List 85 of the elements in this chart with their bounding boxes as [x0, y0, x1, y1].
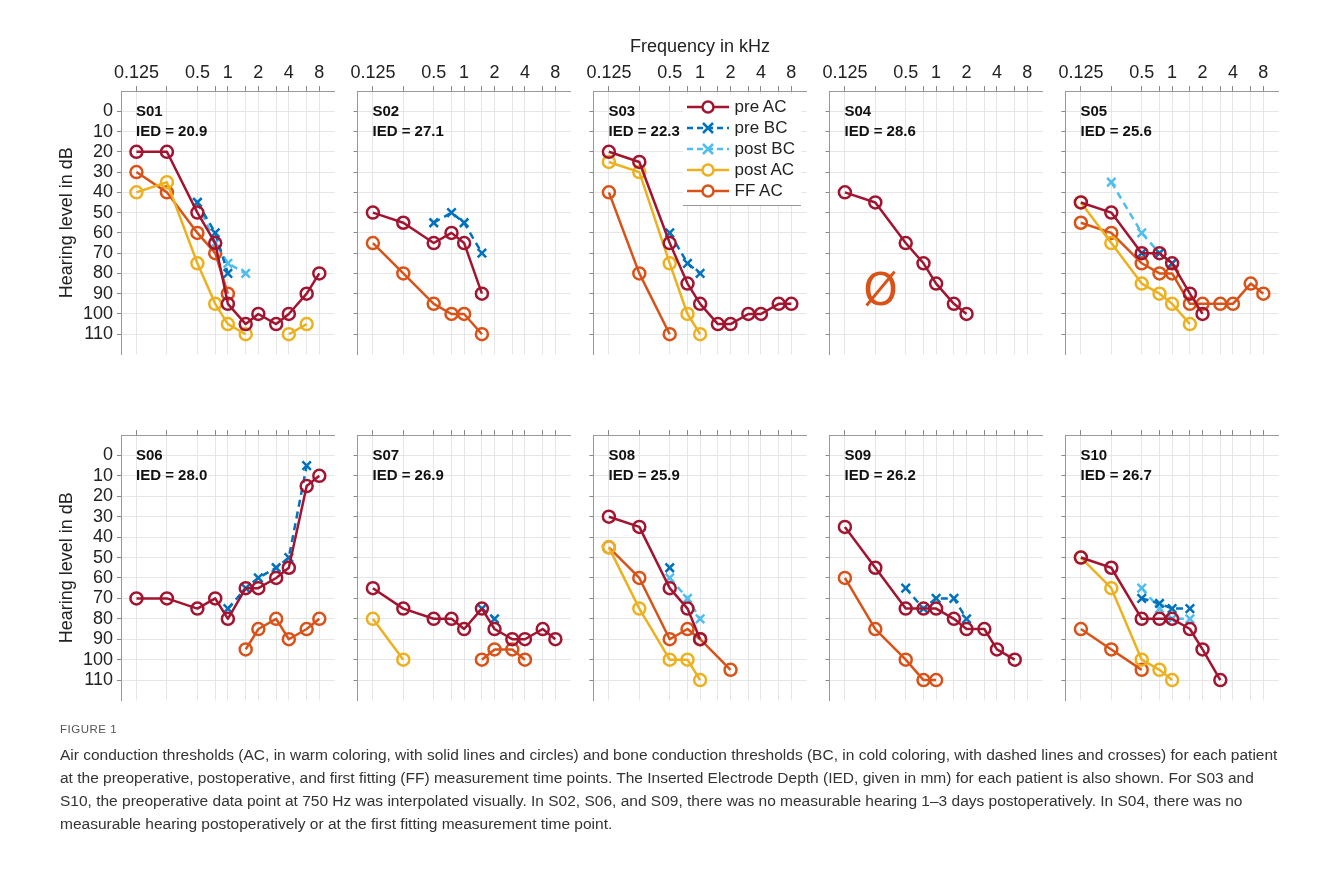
y-tick-label: 50	[92, 201, 113, 222]
legend-label: post AC	[734, 159, 795, 180]
x-tick-label: 2	[725, 62, 736, 83]
text: S10	[1080, 446, 1108, 464]
x-tick-label: 0.5	[893, 62, 919, 83]
y-tick-label: 0	[102, 100, 113, 121]
x-tick-label: 2	[961, 62, 972, 83]
y-tick-label: 70	[92, 242, 113, 263]
text: IED = 27.1	[372, 122, 444, 140]
x-tick-label: 2	[253, 62, 264, 83]
text: IED = 25.6	[1080, 122, 1152, 140]
y-tick-label: 60	[92, 221, 113, 242]
x-tick-label: 8	[314, 62, 325, 83]
x-tick-label: 4	[991, 62, 1002, 83]
x-tick-label: 2	[489, 62, 500, 83]
text: S09	[844, 446, 872, 464]
y-tick-label: 80	[92, 262, 113, 283]
y-axis-title: Hearing level in dB	[55, 147, 76, 299]
text: IED = 20.9	[136, 122, 208, 140]
text: S03	[608, 102, 636, 120]
y-tick-label: 0	[102, 444, 113, 465]
text: S07	[372, 446, 400, 464]
text: S04	[844, 102, 872, 120]
x-tick-label: 0.125	[350, 62, 396, 83]
x-tick-label: 0.5	[657, 62, 683, 83]
text: IED = 26.9	[372, 466, 444, 484]
text: S02	[372, 102, 400, 120]
y-tick-label: 70	[92, 587, 113, 608]
x-tick-label: 4	[519, 62, 530, 83]
text: S06	[136, 446, 163, 464]
text: S08	[608, 446, 636, 464]
x-tick-label: 0.5	[421, 62, 447, 83]
x-tick-label: 0.125	[822, 62, 868, 83]
x-tick-label: 0.5	[184, 62, 210, 83]
x-tick-label: 1	[459, 62, 470, 83]
x-tick-label: 1	[222, 62, 233, 83]
caption: FIGURE 1	[60, 722, 119, 737]
y-tick-label: 100	[82, 302, 113, 323]
y-tick-label: 90	[92, 628, 113, 649]
y-tick-label: 40	[92, 181, 113, 202]
y-tick-label: 30	[92, 161, 113, 182]
x-axis-title: Frequency in kHz	[629, 35, 771, 56]
text: IED = 28.6	[844, 122, 916, 140]
text: S01	[136, 102, 163, 120]
legend-label: FF AC	[734, 180, 783, 201]
legend-label: pre BC	[734, 117, 788, 138]
x-tick-label: 1	[1167, 62, 1178, 83]
x-tick-label: 8	[550, 62, 561, 83]
x-tick-label: 4	[755, 62, 766, 83]
y-tick-label: 60	[92, 566, 113, 587]
y-axis-title: Hearing level in dB	[55, 492, 76, 644]
y-tick-label: 40	[92, 526, 113, 547]
y-tick-label: 80	[92, 607, 113, 628]
y-tick-label: 110	[84, 669, 113, 690]
y-tick-label: 30	[92, 505, 113, 526]
x-tick-label: 8	[1258, 62, 1269, 83]
y-tick-label: 10	[92, 120, 113, 141]
text: IED = 25.9	[608, 466, 680, 484]
y-tick-label: 20	[92, 140, 113, 161]
text: IED = 26.2	[844, 466, 916, 484]
x-tick-label: 8	[786, 62, 797, 83]
text: IED = 22.3	[608, 122, 680, 140]
legend-label: post BC	[734, 138, 795, 159]
y-tick-label: 20	[92, 485, 113, 506]
y-tick-label: 100	[82, 648, 113, 669]
text: IED = 26.7	[1080, 466, 1152, 484]
text: IED = 28.0	[136, 466, 208, 484]
y-tick-label: 50	[92, 546, 113, 567]
x-tick-label: 4	[1227, 62, 1238, 83]
legend-label: pre AC	[734, 96, 787, 117]
x-tick-label: 1	[695, 62, 706, 83]
y-tick-label: 90	[92, 282, 113, 303]
x-tick-label: 0.125	[1058, 62, 1104, 83]
y-tick-label: 110	[84, 323, 113, 344]
annotation: Ø	[863, 264, 898, 316]
x-tick-label: 0.125	[586, 62, 632, 83]
text: S05	[1080, 102, 1108, 120]
x-tick-label: 2	[1197, 62, 1208, 83]
x-tick-label: 1	[931, 62, 942, 83]
x-tick-label: 0.125	[113, 62, 159, 83]
x-tick-label: 4	[283, 62, 294, 83]
x-tick-label: 8	[1022, 62, 1033, 83]
text: Air conduction thresholds (AC, in warm coloring, with solid lines and circles) and bone conduction thresholds (BC, in cold coloring, with dashed lines and crosses) for each patient at the preoperative, postoperative, and first fitting (FF) measurement time points. The Inserted Electrode Depth (IED, given in mm) for each patient is also shown. For S03 and S10, the preoperative data point at 750 Hz was interpolated visually. In S02, S06, and S09, there was no measurable hearing 1–3 days postoperatively. In S04, there was no measurable hearing postoperatively or at the first fitting measurement time point.	[60, 745, 1279, 834]
x-tick-label: 0.5	[1129, 62, 1155, 83]
y-tick-label: 10	[92, 464, 113, 485]
